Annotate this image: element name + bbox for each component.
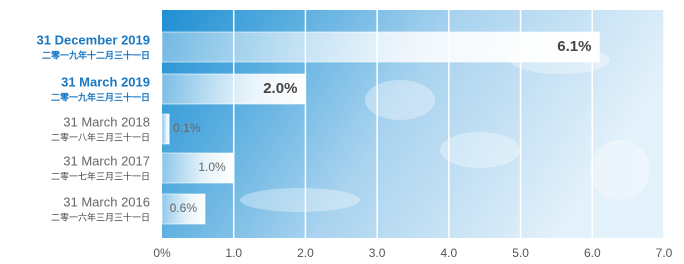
category-label-zh: 二零一九年十二月三十一日 — [42, 49, 150, 60]
category-label: 31 March 2017 — [63, 153, 150, 168]
value-label: 6.1% — [557, 38, 591, 55]
category-label: 31 March 2016 — [63, 194, 150, 209]
bar — [162, 32, 599, 62]
x-tick-label: 3.0 — [369, 246, 386, 260]
x-tick-label: 0% — [153, 246, 171, 260]
category-label-zh: 二零一九年三月三十一日 — [51, 91, 150, 102]
category-label-zh: 二零一六年三月三十一日 — [51, 211, 150, 222]
x-tick-label: 4.0 — [441, 246, 458, 260]
category-label-zh: 二零一七年三月三十一日 — [51, 170, 150, 181]
category-label: 31 March 2019 — [61, 74, 150, 89]
x-tick-label: 5.0 — [512, 246, 529, 260]
category-label: 31 March 2018 — [63, 114, 150, 129]
value-label: 1.0% — [198, 160, 226, 174]
category-label-zh: 二零一八年三月三十一日 — [51, 131, 150, 142]
bar — [162, 114, 169, 144]
category-label: 31 December 2019 — [37, 32, 150, 47]
x-tick-label: 2.0 — [297, 246, 314, 260]
x-tick-label: 7.0 — [656, 246, 673, 260]
x-tick-label: 6.0 — [584, 246, 601, 260]
value-label: 0.6% — [170, 201, 198, 215]
chart: 0% 1.0 2.0 3.0 4.0 5.0 6.0 7.0 31 December 2019 二… — [0, 0, 684, 264]
value-label: 2.0% — [263, 80, 297, 97]
x-tick-label: 1.0 — [225, 246, 242, 260]
value-label: 0.1% — [173, 121, 201, 135]
